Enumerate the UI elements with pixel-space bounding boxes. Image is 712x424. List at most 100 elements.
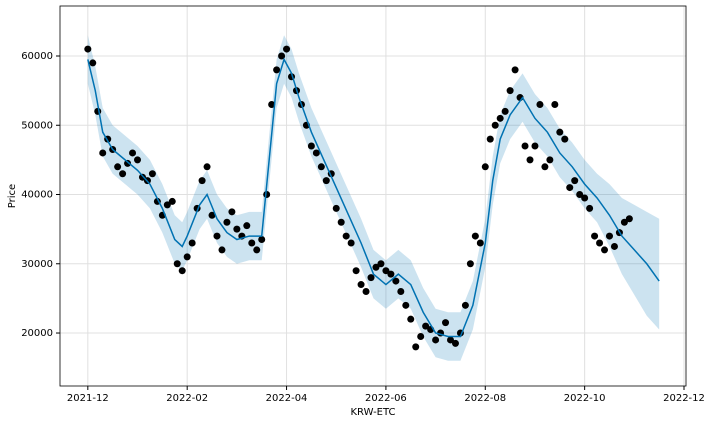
observed-point	[610, 242, 618, 250]
observed-point	[228, 208, 236, 216]
observed-point	[89, 59, 97, 67]
observed-point	[387, 270, 395, 278]
observed-point	[129, 149, 137, 157]
observed-point	[576, 191, 584, 199]
observed-point	[571, 177, 579, 185]
observed-point	[377, 260, 385, 268]
observed-point	[203, 163, 211, 171]
observed-point	[496, 114, 504, 122]
y-tick-label: 60000	[21, 51, 53, 62]
observed-point	[357, 281, 365, 289]
observed-point	[476, 239, 484, 247]
x-tick-label: 2022-06	[365, 393, 407, 404]
observed-point	[283, 45, 291, 53]
observed-point	[213, 232, 221, 240]
observed-point	[173, 260, 181, 268]
x-tick-label: 2022-12	[663, 393, 705, 404]
observed-point	[322, 177, 330, 185]
observed-point	[208, 211, 216, 219]
observed-point	[168, 197, 176, 205]
observed-point	[417, 332, 425, 340]
observed-point	[124, 159, 132, 167]
observed-point	[506, 87, 514, 95]
observed-point	[84, 45, 92, 53]
observed-point	[317, 163, 325, 171]
observed-point	[273, 66, 281, 74]
observed-point	[605, 232, 613, 240]
observed-point	[99, 149, 107, 157]
observed-point	[94, 107, 102, 115]
observed-point	[258, 236, 266, 244]
observed-point	[218, 246, 226, 254]
observed-point	[591, 232, 599, 240]
observed-point	[451, 339, 459, 347]
observed-point	[392, 277, 400, 285]
observed-point	[432, 336, 440, 344]
observed-point	[178, 267, 186, 275]
observed-point	[596, 239, 604, 247]
observed-point	[601, 246, 609, 254]
observed-point	[347, 239, 355, 247]
observed-point	[531, 142, 539, 150]
y-tick-label: 50000	[21, 120, 53, 131]
observed-point	[551, 100, 559, 108]
observed-point	[278, 52, 286, 60]
observed-point	[268, 100, 276, 108]
x-tick-label: 2022-04	[266, 393, 308, 404]
observed-point	[556, 128, 564, 136]
observed-point	[233, 225, 241, 233]
observed-point	[461, 301, 469, 309]
y-tick-label: 40000	[21, 190, 53, 201]
x-tick-label: 2022-10	[564, 393, 606, 404]
observed-point	[248, 239, 256, 247]
observed-point	[134, 156, 142, 164]
observed-point	[586, 204, 594, 212]
x-tick-label: 2022-08	[464, 393, 506, 404]
observed-point	[466, 260, 474, 268]
observed-point	[198, 177, 206, 185]
observed-point	[138, 173, 146, 181]
observed-point	[620, 218, 628, 226]
observed-point	[561, 135, 569, 143]
observed-point	[581, 194, 589, 202]
observed-point	[407, 315, 415, 323]
observed-point	[188, 239, 196, 247]
observed-point	[119, 170, 127, 178]
y-tick-label: 20000	[21, 328, 53, 339]
observed-point	[148, 170, 156, 178]
observed-point	[511, 66, 519, 74]
y-axis-label: Price	[7, 184, 18, 208]
plot-layer	[60, 6, 686, 386]
observed-point	[223, 218, 231, 226]
observed-point	[372, 263, 380, 271]
observed-point	[183, 253, 191, 261]
observed-point	[546, 156, 554, 164]
observed-point	[253, 246, 261, 254]
observed-point	[367, 274, 375, 282]
uncertainty-band	[87, 35, 660, 361]
observed-point	[422, 322, 430, 330]
observed-point	[521, 142, 529, 150]
x-axis-label: KRW-ETC	[350, 407, 395, 418]
observed-point	[481, 163, 489, 171]
plot-frame	[59, 5, 687, 387]
observed-point	[412, 343, 420, 351]
x-tick-label: 2021-12	[67, 393, 109, 404]
observed-point	[332, 204, 340, 212]
observed-point	[501, 107, 509, 115]
observed-point	[243, 222, 251, 230]
observed-point	[486, 135, 494, 143]
observed-point	[312, 149, 320, 157]
observed-point	[402, 301, 410, 309]
observed-point	[397, 287, 405, 295]
observed-point	[471, 232, 479, 240]
observed-point	[337, 218, 345, 226]
observed-point	[541, 163, 549, 171]
observed-point	[114, 163, 122, 171]
observed-point	[382, 267, 390, 275]
forecast-line	[87, 57, 660, 338]
observed-point	[163, 201, 171, 209]
observed-point	[442, 319, 450, 327]
observed-point	[352, 267, 360, 275]
